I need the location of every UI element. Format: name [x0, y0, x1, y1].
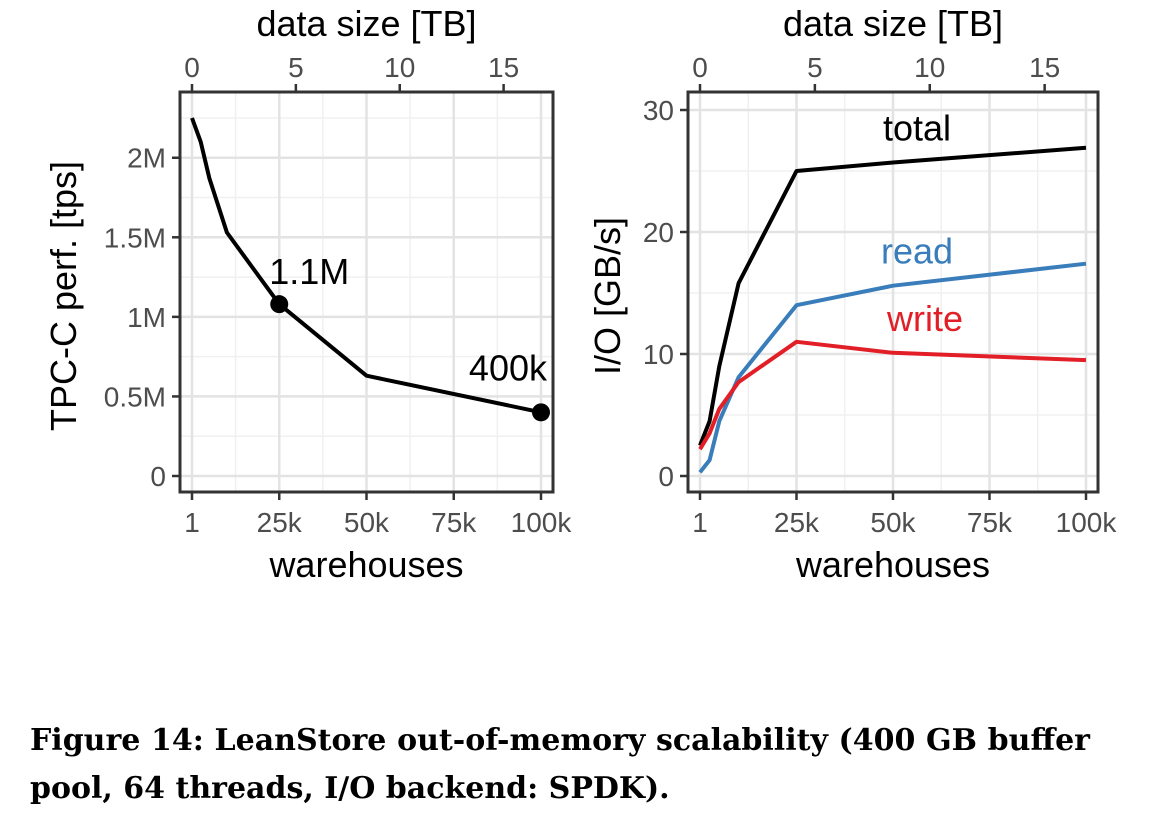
series-line-0	[190, 117, 542, 415]
x-axis-title: warehouses	[268, 544, 463, 585]
data-point-label: 1.1M	[269, 251, 349, 292]
x-tick-label: 1	[692, 507, 708, 538]
x-tick-label: 25k	[774, 507, 820, 538]
series-line-read	[698, 261, 1087, 474]
y-tick-label: 1M	[127, 302, 166, 333]
x2-tick-label: 15	[1029, 52, 1060, 83]
y-tick-label: 0.5M	[104, 381, 166, 412]
figure-caption: Figure 14: LeanStore out-of-memory scala…	[30, 723, 1090, 806]
data-point-marker	[270, 295, 289, 314]
x-tick-label: 100k	[1056, 507, 1118, 538]
y-tick-label: 10	[643, 339, 674, 370]
y-tick-label: 0	[658, 461, 674, 492]
x-tick-label: 100k	[511, 507, 573, 538]
y-tick-label: 20	[643, 217, 674, 248]
x2-tick-label: 15	[488, 52, 519, 83]
x2-axis-title: data size [TB]	[783, 3, 1003, 44]
chart-left-tpcc: 1.1M 400k 1 25k 50k 75k 100k 0 5 10 15 0 0.5M 1M 1.5M 2…	[43, 3, 572, 585]
x-tick-label: 75k	[967, 507, 1013, 538]
y-tick-label: 0	[150, 461, 166, 492]
y-tick-label: 2M	[127, 143, 166, 174]
y-axis-title: TPC-C perf. [tps]	[43, 161, 84, 431]
x2-tick-label: 5	[288, 52, 304, 83]
series-line-total	[698, 145, 1087, 447]
x2-tick-label: 0	[184, 52, 200, 83]
x2-axis-title: data size [TB]	[256, 3, 476, 44]
series-line-write	[698, 339, 1087, 451]
x2-tick-label: 0	[692, 52, 708, 83]
y-tick-label: 30	[643, 95, 674, 126]
x-tick-label: 1	[184, 507, 200, 538]
series-label-write: write	[886, 298, 963, 339]
x-axis-title: warehouses	[795, 544, 990, 585]
x2-tick-label: 10	[384, 52, 415, 83]
chart-right-io: total read write 1 25k 50k 75k 100k 0 5 10 15 0 10 20 3…	[587, 3, 1117, 585]
y-tick-label: 1.5M	[104, 222, 166, 253]
series-label-read: read	[881, 231, 953, 272]
y-axis-title: I/O [GB/s]	[587, 217, 628, 375]
data-point-marker	[532, 403, 550, 422]
x-tick-label: 50k	[870, 507, 916, 538]
x2-tick-label: 10	[914, 52, 945, 83]
data-point-label: 400k	[469, 347, 548, 388]
x-tick-label: 25k	[257, 507, 303, 538]
x-tick-label: 75k	[431, 507, 477, 538]
x2-tick-label: 5	[807, 52, 823, 83]
x-tick-label: 50k	[344, 507, 390, 538]
series-label-total: total	[883, 107, 951, 148]
